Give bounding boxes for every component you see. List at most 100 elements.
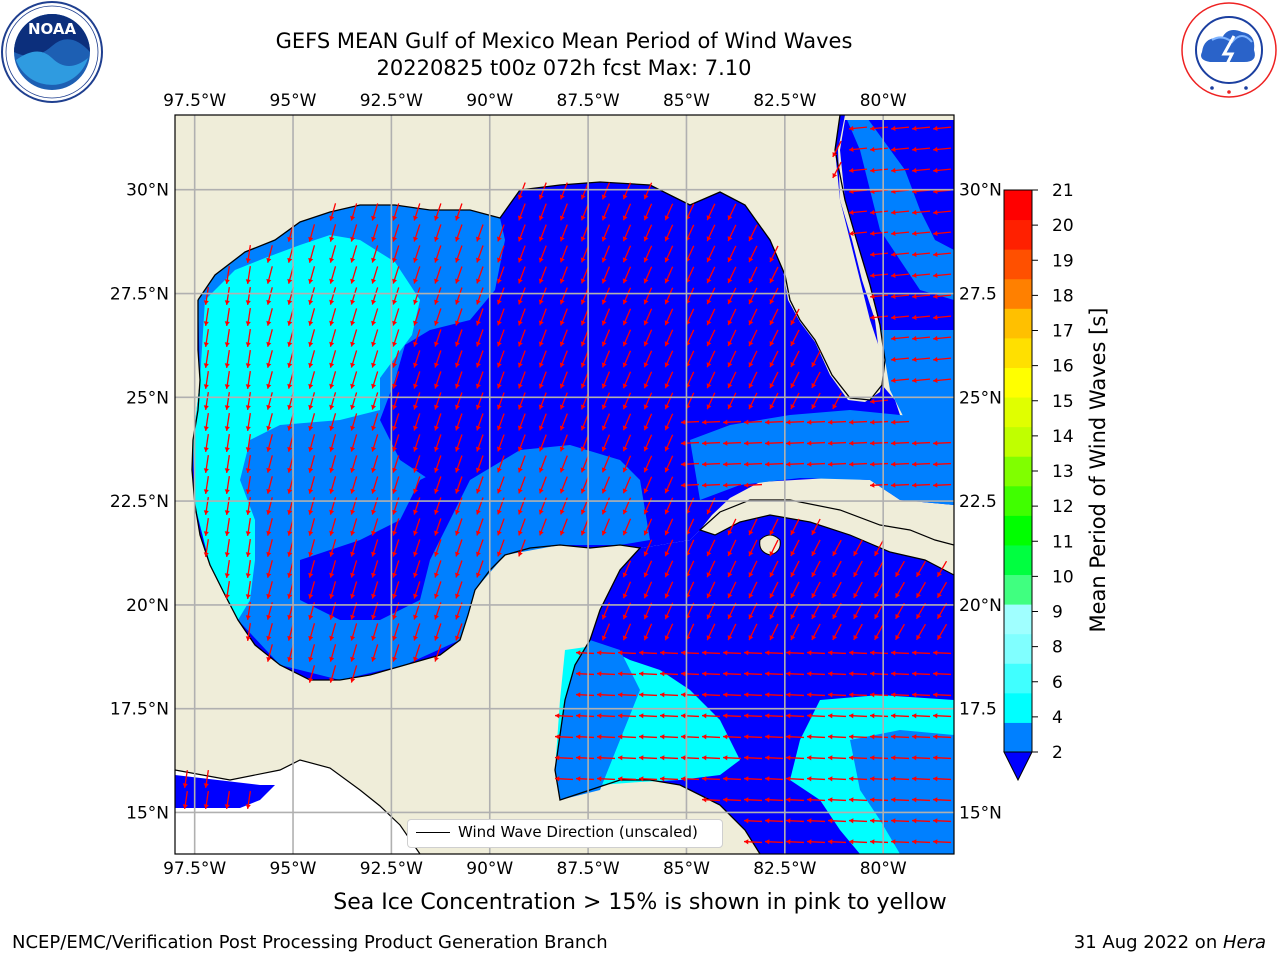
map-frame — [174, 114, 955, 855]
wave-direction-arrow — [601, 434, 611, 452]
wave-direction-arrow — [596, 755, 616, 761]
wave-direction-arrow — [224, 308, 230, 326]
lon-tick-top: 92.5°W — [360, 91, 423, 111]
wave-direction-arrow — [848, 692, 868, 698]
wave-direction-arrow — [496, 245, 505, 263]
wave-direction-arrow — [266, 581, 273, 599]
wave-direction-arrow — [643, 518, 653, 536]
wave-direction-arrow — [785, 839, 805, 845]
wave-direction-arrow — [936, 623, 948, 641]
wave-direction-arrow — [701, 692, 721, 698]
wave-direction-arrow — [266, 329, 273, 347]
wave-direction-arrow — [413, 476, 421, 494]
wave-direction-arrow — [748, 308, 758, 326]
wave-direction-arrow — [911, 230, 931, 237]
wave-direction-arrow — [848, 734, 868, 740]
wave-direction-arrow — [329, 350, 337, 368]
wave-direction-arrow — [932, 335, 952, 342]
wave-direction-arrow — [554, 776, 574, 782]
wave-direction-arrow — [869, 818, 889, 824]
wave-direction-arrow — [827, 461, 847, 467]
legend-label: Wind Wave Direction (unscaled) — [458, 823, 698, 841]
wave-direction-arrow — [890, 419, 910, 425]
wave-direction-arrow — [743, 440, 763, 446]
wave-direction-arrow — [911, 776, 931, 782]
wave-direction-arrow — [475, 413, 484, 431]
wave-direction-arrow — [538, 350, 547, 368]
wave-direction-arrow — [266, 560, 273, 578]
wave-direction-arrow — [350, 434, 358, 452]
wave-direction-arrow — [371, 287, 379, 305]
wave-direction-arrow — [224, 560, 230, 578]
wave-direction-arrow — [869, 755, 889, 761]
wave-direction-arrow — [517, 245, 526, 263]
wave-direction-arrow — [224, 434, 230, 452]
wave-direction-arrow — [596, 692, 616, 698]
wave-direction-arrow — [329, 434, 337, 452]
map-legend: Wind Wave Direction (unscaled) — [407, 819, 723, 848]
wave-direction-arrow — [869, 251, 889, 258]
wave-direction-arrow — [722, 713, 742, 719]
wave-direction-arrow — [643, 203, 653, 221]
wave-direction-arrow — [392, 581, 400, 599]
wave-direction-arrow — [890, 251, 910, 258]
wave-direction-arrow — [911, 713, 931, 719]
wave-direction-arrow — [853, 623, 863, 641]
wave-direction-arrow — [371, 371, 379, 389]
lon-tick-bottom: 85°W — [663, 859, 710, 879]
cuba — [698, 499, 954, 576]
wave-direction-arrow — [932, 818, 952, 824]
wave-direction-arrow — [643, 350, 653, 368]
wave-direction-arrow — [748, 266, 758, 284]
wave-direction-arrow — [932, 797, 952, 803]
wave-direction-arrow — [559, 392, 568, 410]
wave-direction-arrow — [559, 224, 568, 242]
wave-direction-arrow — [350, 455, 358, 473]
wave-direction-arrow — [308, 329, 316, 347]
wave-direction-arrow — [308, 539, 316, 557]
wave-direction-arrow — [392, 308, 400, 326]
wave-direction-arrow — [434, 581, 442, 599]
wave-direction-arrow — [224, 476, 230, 494]
wave-direction-arrow — [538, 476, 547, 494]
wave-direction-arrow — [245, 350, 251, 368]
wave-direction-arrow — [475, 476, 484, 494]
wave-direction-arrow — [622, 266, 632, 284]
wave-direction-arrow — [203, 371, 209, 389]
wave-direction-arrow — [350, 266, 358, 284]
wave-direction-arrow — [266, 350, 273, 368]
wave-direction-arrow — [371, 476, 379, 494]
wave-direction-arrow — [580, 350, 589, 368]
wave-direction-arrow — [659, 776, 679, 782]
wave-direction-arrow — [869, 230, 889, 237]
colorbar-tick-label: 8 — [1052, 638, 1063, 658]
wave-direction-arrow — [413, 644, 421, 662]
wave-direction-arrow — [434, 413, 442, 431]
wave-direction-arrow — [643, 329, 653, 347]
wave-direction-arrow — [748, 518, 758, 536]
wave-direction-arrow — [308, 518, 316, 536]
wave-direction-arrow — [827, 419, 847, 425]
wave-direction-arrow — [743, 461, 763, 467]
wave-direction-arrow — [575, 713, 595, 719]
machine-name: Hera — [1222, 932, 1266, 953]
wave-direction-arrow — [785, 440, 805, 446]
wave-direction-arrow — [329, 455, 337, 473]
wave-direction-arrow — [890, 671, 910, 677]
legend-line-sample — [416, 832, 450, 833]
wave-direction-arrow — [911, 461, 931, 467]
wave-direction-arrow — [664, 308, 674, 326]
wave-direction-arrow — [853, 560, 863, 578]
wave-direction-arrow — [890, 167, 910, 174]
wave-direction-arrow — [371, 266, 379, 284]
colorbar-segment — [1004, 219, 1032, 250]
wave-direction-arrow — [727, 371, 737, 389]
wave-direction-arrow — [601, 350, 611, 368]
wave-direction-arrow — [853, 581, 863, 599]
lat-tick-left: 15°N — [126, 803, 169, 823]
wave-direction-arrow — [413, 497, 421, 515]
wave-direction-arrow — [806, 671, 826, 677]
wave-direction-arrow — [622, 245, 632, 263]
wave-direction-arrow — [643, 434, 653, 452]
wave-direction-arrow — [664, 560, 674, 578]
